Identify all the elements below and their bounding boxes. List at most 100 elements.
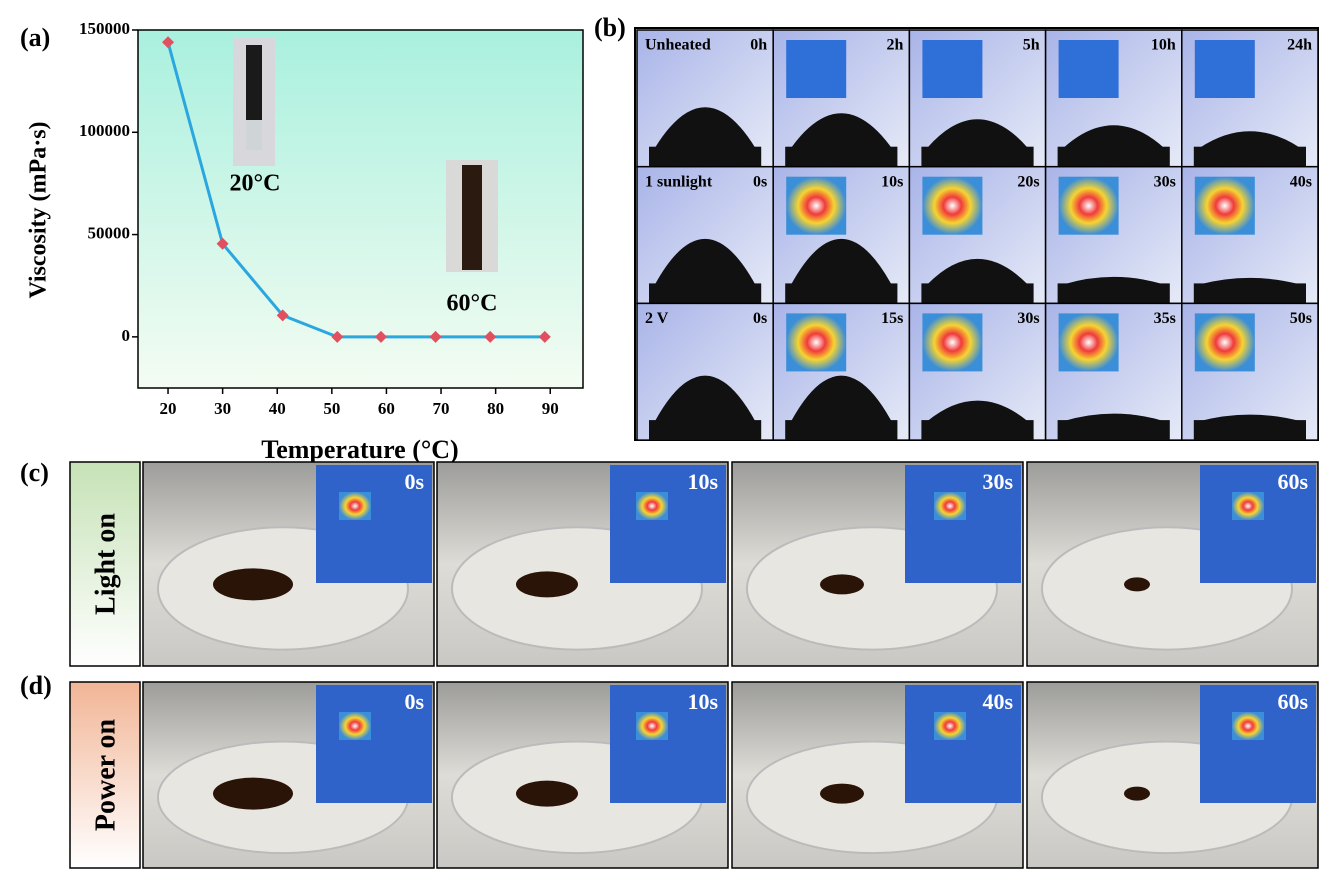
inset-photo <box>446 160 498 272</box>
substrate <box>785 420 898 441</box>
oil <box>1124 577 1150 592</box>
data-marker <box>276 309 289 322</box>
droplet <box>1199 414 1300 422</box>
data-marker <box>162 36 175 49</box>
thermal-inset <box>1058 313 1119 372</box>
droplet <box>655 107 756 148</box>
time-label: 35s <box>1154 310 1176 327</box>
time-label: 30s <box>1154 173 1176 190</box>
oil <box>516 571 578 598</box>
droplet <box>791 238 892 285</box>
photo: 10s <box>436 461 729 667</box>
annotation: 20°C <box>230 171 281 197</box>
panel-label: (b) <box>594 13 626 42</box>
droplet <box>927 400 1028 422</box>
cell: 30s <box>1044 165 1183 305</box>
hot-spot <box>636 492 668 520</box>
photo: 40s <box>731 681 1024 869</box>
data-line <box>166 41 545 339</box>
thermal-inset <box>1194 176 1255 235</box>
x-tick-label: 20 <box>160 399 177 418</box>
time-label: 0s <box>404 469 424 494</box>
y-tick-label: 100000 <box>79 121 130 140</box>
x-axis-label: Temperature (°C) <box>261 435 458 464</box>
time-label: 10s <box>687 689 718 714</box>
cell: 2h <box>772 29 911 168</box>
hot-spot <box>934 492 966 520</box>
cell: 24h <box>1181 29 1319 168</box>
photo: 0s <box>142 461 435 667</box>
droplet <box>927 119 1028 148</box>
time-label: 10h <box>1151 37 1176 54</box>
time-label: 40s <box>1290 173 1312 190</box>
thermal-inset <box>786 176 847 235</box>
time-label: 10s <box>687 469 718 494</box>
thermal-inset <box>1058 40 1119 98</box>
data-marker <box>216 237 229 250</box>
data-marker <box>374 330 387 343</box>
side-label: Light on <box>90 513 121 615</box>
cell: 1 sunlight 0s <box>636 165 774 305</box>
substrate <box>921 283 1034 304</box>
x-tick-label: 90 <box>542 399 559 418</box>
y-axis-label: Viscosity (mPa·s) <box>26 121 52 298</box>
time-label: 60s <box>1277 689 1308 714</box>
time-label: 0s <box>404 689 424 714</box>
data-marker <box>331 330 344 343</box>
droplet <box>791 375 892 422</box>
time-label: 2h <box>886 37 903 54</box>
oil <box>213 777 293 810</box>
substrate <box>1057 146 1170 167</box>
cell: 20s <box>908 165 1047 305</box>
time-label: 30s <box>1017 310 1039 327</box>
panel-label: (c) <box>20 458 49 487</box>
hot-spot <box>339 492 371 520</box>
thermal-inset <box>1058 176 1119 235</box>
cell: 30s <box>908 302 1047 441</box>
x-tick-label: 60 <box>378 399 395 418</box>
y-tick-label: 50000 <box>88 223 131 242</box>
substrate <box>649 283 762 304</box>
hot-spot <box>339 712 371 740</box>
thermal-inset <box>1194 40 1255 98</box>
time-label: 15s <box>881 310 903 327</box>
cell: 15s <box>772 302 911 441</box>
time-label: 24h <box>1287 37 1312 54</box>
side-label: Power on <box>90 718 121 831</box>
droplet <box>1063 125 1164 148</box>
cell: 40s <box>1181 165 1319 305</box>
substrate <box>921 146 1034 167</box>
hot-spot <box>1232 492 1264 520</box>
inset-photo <box>233 38 275 166</box>
hot-spot <box>1232 712 1264 740</box>
cell: 5h <box>908 29 1047 168</box>
substrate <box>785 146 898 167</box>
cell: 10h <box>1044 29 1183 168</box>
side-label-bg <box>69 681 141 869</box>
row-label: 2 V <box>645 310 669 327</box>
plot-area <box>137 29 584 389</box>
droplet <box>927 258 1028 285</box>
time-label: 0s <box>753 310 767 327</box>
photo: 0s <box>142 681 435 869</box>
substrate <box>785 283 898 304</box>
time-label: 60s <box>1277 469 1308 494</box>
thermal-inset <box>922 176 983 235</box>
thermal-inset <box>316 685 432 803</box>
side-label-bg <box>69 461 141 667</box>
thermal-inset <box>610 465 726 583</box>
thermal-inset <box>316 465 432 583</box>
substrate <box>1193 146 1306 167</box>
thermal-inset <box>610 685 726 803</box>
thermal-inset <box>1200 465 1316 583</box>
droplet <box>1199 131 1300 148</box>
time-label: 0h <box>750 37 767 54</box>
time-label: 0s <box>753 173 767 190</box>
oil <box>1124 786 1150 801</box>
x-tick-label: 30 <box>214 399 231 418</box>
panel-label: (d) <box>20 671 52 700</box>
thermal-inset <box>786 313 847 372</box>
y-tick-label: 0 <box>122 326 131 345</box>
cell: Unheated 0h <box>636 29 774 168</box>
